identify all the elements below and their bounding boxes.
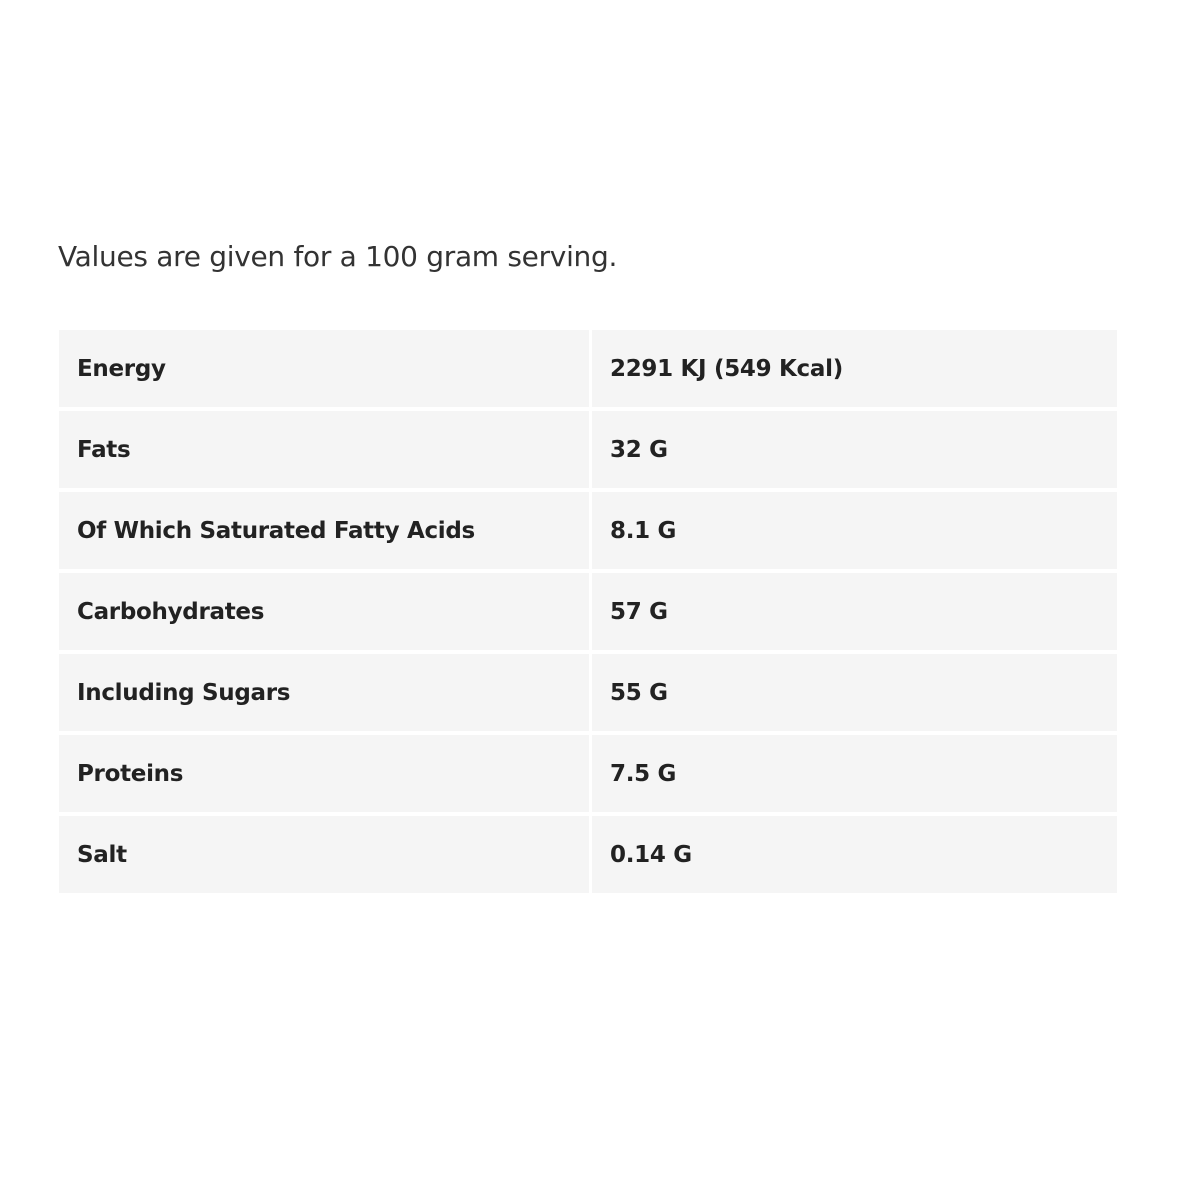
nutrient-label: Fats [59,411,589,488]
nutrient-label: Carbohydrates [59,573,589,650]
nutrient-value: 2291 KJ (549 Kcal) [592,330,1117,407]
table-row: Salt 0.14 G [59,816,1117,893]
nutrient-label: Energy [59,330,589,407]
nutrient-value: 0.14 G [592,816,1117,893]
nutrient-value: 57 G [592,573,1117,650]
table-row: Including Sugars 55 G [59,654,1117,731]
table-row: Carbohydrates 57 G [59,573,1117,650]
nutrient-label: Including Sugars [59,654,589,731]
nutrient-label: Of Which Saturated Fatty Acids [59,492,589,569]
table-row: Fats 32 G [59,411,1117,488]
nutrient-value: 8.1 G [592,492,1117,569]
table-row: Energy 2291 KJ (549 Kcal) [59,330,1117,407]
table-row: Of Which Saturated Fatty Acids 8.1 G [59,492,1117,569]
nutrient-label: Proteins [59,735,589,812]
nutrient-value: 7.5 G [592,735,1117,812]
nutrient-value: 32 G [592,411,1117,488]
nutrient-value: 55 G [592,654,1117,731]
table-row: Proteins 7.5 G [59,735,1117,812]
nutrition-table: Energy 2291 KJ (549 Kcal) Fats 32 G Of Whi… [56,326,1120,897]
nutrient-label: Salt [59,816,589,893]
serving-note: Values are given for a 100 gram serving. [58,240,618,273]
